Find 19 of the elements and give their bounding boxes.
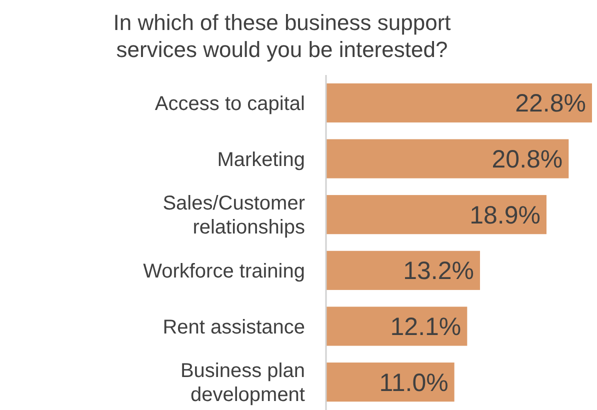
- data-label: 20.8%: [492, 146, 563, 174]
- y-tick-label: Sales/Customer relationships: [162, 192, 306, 239]
- y-tick-label: Business plan development: [180, 360, 306, 406]
- data-label: 13.2%: [403, 257, 474, 286]
- bar: [326, 362, 454, 402]
- data-label: 18.9%: [470, 201, 540, 230]
- chart-title: In which of these business support services would you be interested?: [113, 10, 451, 62]
- bar: [326, 195, 546, 234]
- bar: [326, 83, 592, 122]
- y-tick-label: Rent assistance: [162, 316, 305, 338]
- bar: [326, 139, 569, 178]
- y-tick-label: Access to capital: [154, 92, 305, 115]
- bar: [326, 250, 480, 290]
- y-tick-label: Marketing: [217, 148, 305, 171]
- data-label: 12.1%: [390, 313, 462, 341]
- bar: [326, 306, 468, 346]
- data-label: 22.8%: [515, 90, 586, 118]
- data-label: 11.0%: [379, 368, 448, 397]
- y-tick-label: Workforce training: [143, 260, 305, 282]
